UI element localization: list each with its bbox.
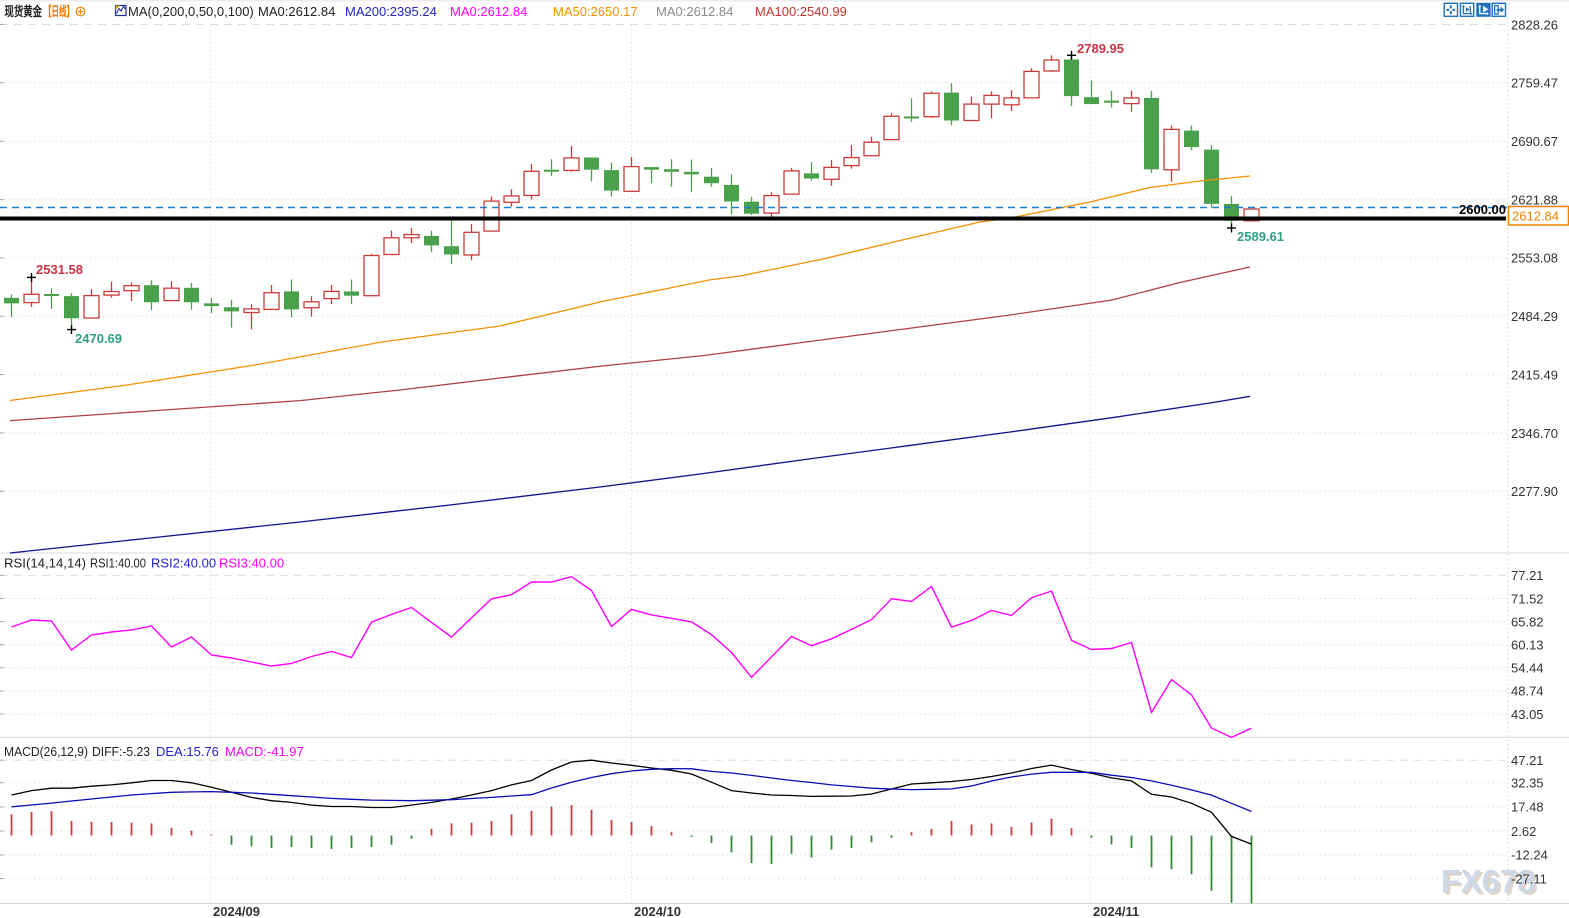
svg-text:2690.67: 2690.67 (1511, 134, 1558, 149)
svg-text:FX678: FX678 (1441, 864, 1535, 900)
svg-text:现货黄金: 现货黄金 (5, 4, 43, 19)
svg-text:2024/11: 2024/11 (1093, 904, 1139, 918)
svg-text:MA200:2395.24: MA200:2395.24 (345, 4, 437, 19)
svg-text:-27.11: -27.11 (1511, 871, 1547, 886)
svg-text:-12.24: -12.24 (1511, 848, 1548, 863)
svg-text:2277.90: 2277.90 (1511, 484, 1558, 499)
svg-text:DEA:15.76: DEA:15.76 (156, 744, 219, 759)
svg-text:DIFF:-5.23: DIFF:-5.23 (92, 744, 150, 759)
svg-text:2024/09: 2024/09 (213, 904, 260, 918)
svg-text:【日线】: 【日线】 (44, 4, 74, 19)
svg-text:2600.00: 2600.00 (1459, 202, 1506, 217)
svg-text:RSI3:40.00: RSI3:40.00 (219, 556, 284, 571)
svg-text:2531.58: 2531.58 (36, 262, 83, 277)
svg-text:RSI1:40.00: RSI1:40.00 (90, 556, 146, 571)
svg-text:2621.88: 2621.88 (1511, 192, 1558, 207)
svg-text:MA50:2650.17: MA50:2650.17 (553, 4, 638, 19)
svg-text:2589.61: 2589.61 (1237, 229, 1284, 244)
svg-text:2415.49: 2415.49 (1511, 367, 1558, 382)
svg-text:2828.26: 2828.26 (1511, 17, 1558, 32)
svg-text:MA100:2540.99: MA100:2540.99 (755, 4, 847, 19)
svg-text:2346.70: 2346.70 (1511, 426, 1558, 441)
svg-text:2612.84: 2612.84 (1512, 209, 1559, 224)
svg-text:71.52: 71.52 (1511, 591, 1544, 606)
svg-text:2484.29: 2484.29 (1511, 309, 1558, 324)
svg-text:17.48: 17.48 (1511, 800, 1544, 815)
svg-text:2789.95: 2789.95 (1077, 41, 1124, 56)
svg-text:48.74: 48.74 (1511, 684, 1544, 699)
svg-text:77.21: 77.21 (1511, 568, 1544, 583)
svg-text:32.35: 32.35 (1511, 776, 1544, 791)
svg-text:2470.69: 2470.69 (75, 331, 122, 346)
svg-text:MA(0,200,0,50,0,100): MA(0,200,0,50,0,100) (128, 4, 254, 19)
svg-text:2553.08: 2553.08 (1511, 251, 1558, 266)
svg-text:65.82: 65.82 (1511, 614, 1544, 629)
svg-text:MACD:-41.97: MACD:-41.97 (225, 744, 304, 759)
svg-text:54.44: 54.44 (1511, 661, 1544, 676)
svg-text:MACD(26,12,9): MACD(26,12,9) (4, 744, 88, 759)
svg-text:43.05: 43.05 (1511, 707, 1544, 722)
svg-text:MA0:2612.84: MA0:2612.84 (450, 4, 527, 19)
svg-text:2.62: 2.62 (1511, 824, 1536, 839)
svg-text:RSI(14,14,14): RSI(14,14,14) (4, 556, 86, 571)
svg-text:60.13: 60.13 (1511, 638, 1544, 653)
svg-text:MA0:2612.84: MA0:2612.84 (656, 4, 733, 19)
svg-text:RSI2:40.00: RSI2:40.00 (151, 556, 216, 571)
svg-text:MA0:2612.84: MA0:2612.84 (258, 4, 335, 19)
svg-text:2759.47: 2759.47 (1511, 76, 1558, 91)
svg-text:FX678: FX678 (1444, 866, 1538, 902)
svg-text:2024/10: 2024/10 (634, 904, 681, 918)
svg-text:47.21: 47.21 (1511, 753, 1544, 768)
